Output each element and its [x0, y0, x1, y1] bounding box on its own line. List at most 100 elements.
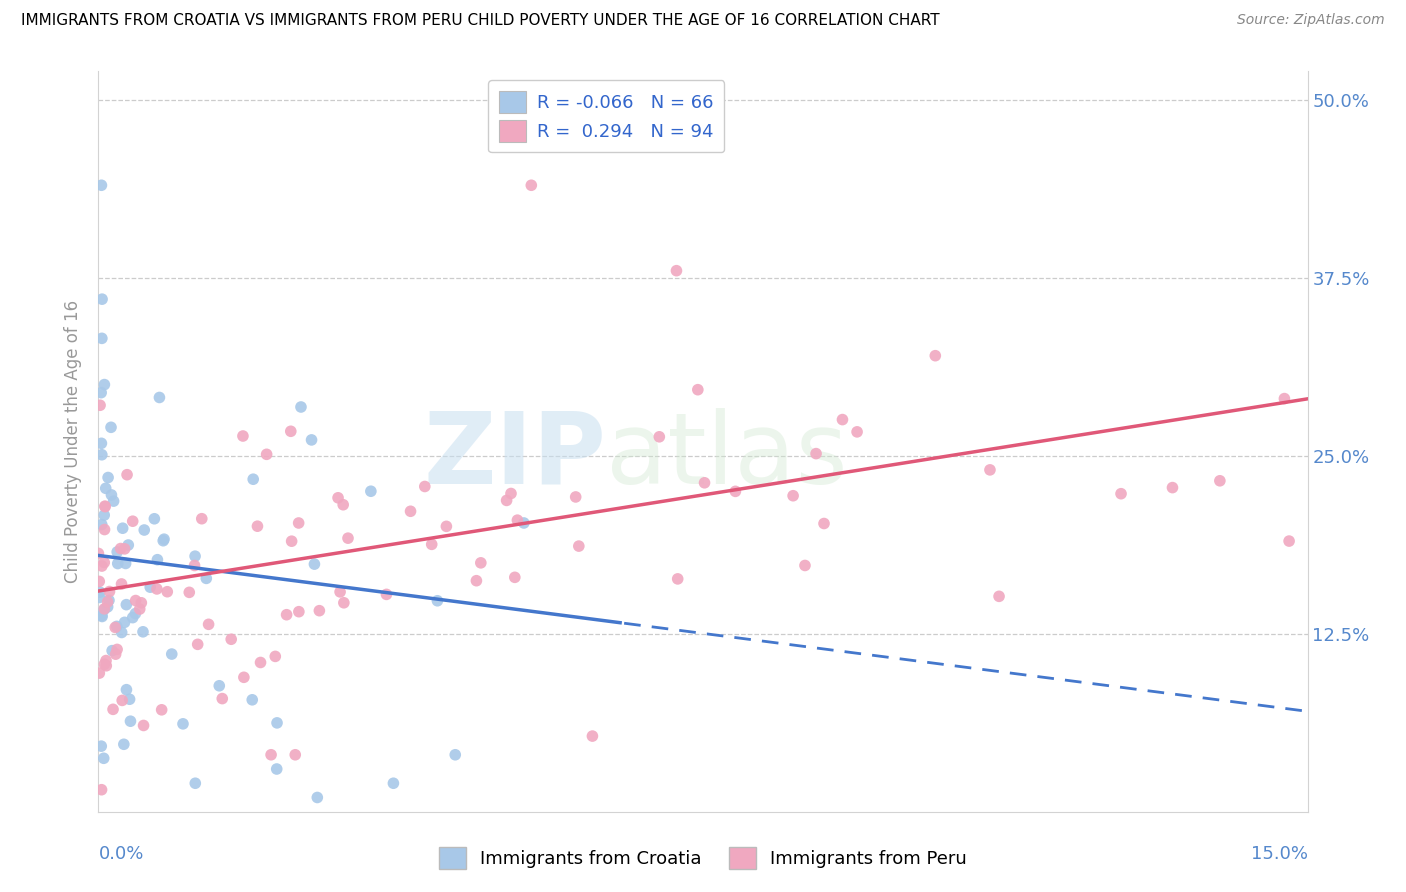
- Text: 0.0%: 0.0%: [98, 845, 143, 863]
- Point: [98, 593, 121, 607]
- Point: [104, 647, 127, 661]
- Point: [426, 594, 449, 608]
- Point: [375, 587, 398, 601]
- Point: [107, 557, 129, 571]
- Point: [148, 391, 170, 405]
- Text: atlas: atlas: [606, 408, 848, 505]
- Point: [90, 739, 112, 753]
- Point: [195, 571, 218, 585]
- Point: [110, 577, 132, 591]
- Point: [90, 782, 112, 797]
- Point: [465, 574, 488, 588]
- Point: [506, 513, 529, 527]
- Point: [114, 541, 136, 556]
- Point: [98, 584, 121, 599]
- Point: [232, 429, 254, 443]
- Point: [266, 715, 288, 730]
- Point: [804, 447, 827, 461]
- Point: [183, 558, 205, 573]
- Point: [91, 609, 114, 624]
- Point: [666, 572, 689, 586]
- Point: [121, 610, 143, 624]
- Point: [101, 643, 124, 657]
- Point: [101, 702, 124, 716]
- Point: [794, 558, 817, 573]
- Point: [284, 747, 307, 762]
- Point: [117, 538, 139, 552]
- Point: [1278, 534, 1301, 549]
- Point: [152, 533, 174, 548]
- Point: [568, 539, 591, 553]
- Point: [187, 637, 209, 651]
- Point: [124, 607, 146, 621]
- Point: [91, 292, 114, 306]
- Point: [114, 615, 136, 630]
- Point: [470, 556, 492, 570]
- Point: [132, 718, 155, 732]
- Point: [120, 714, 142, 729]
- Point: [93, 751, 115, 765]
- Point: [665, 263, 688, 277]
- Point: [831, 412, 853, 426]
- Point: [179, 585, 201, 599]
- Point: [100, 420, 122, 434]
- Point: [724, 484, 747, 499]
- Point: [143, 512, 166, 526]
- Point: [97, 595, 120, 609]
- Point: [813, 516, 835, 531]
- Point: [208, 679, 231, 693]
- Point: [146, 582, 169, 596]
- Point: [444, 747, 467, 762]
- Point: [211, 691, 233, 706]
- Point: [105, 545, 128, 559]
- Point: [520, 178, 543, 193]
- Point: [94, 654, 117, 668]
- Point: [382, 776, 405, 790]
- Point: [413, 479, 436, 493]
- Point: [266, 762, 288, 776]
- Point: [513, 516, 536, 530]
- Point: [249, 656, 271, 670]
- Point: [105, 619, 128, 633]
- Text: Source: ZipAtlas.com: Source: ZipAtlas.com: [1237, 13, 1385, 28]
- Point: [111, 625, 134, 640]
- Point: [87, 546, 110, 560]
- Point: [115, 682, 138, 697]
- Text: 15.0%: 15.0%: [1250, 845, 1308, 863]
- Point: [90, 448, 112, 462]
- Point: [1274, 392, 1296, 406]
- Point: [110, 541, 132, 556]
- Point: [686, 383, 709, 397]
- Point: [499, 486, 522, 500]
- Point: [139, 580, 162, 594]
- Point: [114, 557, 136, 571]
- Point: [160, 647, 183, 661]
- Point: [97, 599, 120, 614]
- Point: [693, 475, 716, 490]
- Point: [100, 488, 122, 502]
- Point: [288, 605, 311, 619]
- Point: [308, 604, 330, 618]
- Point: [105, 642, 128, 657]
- Text: IMMIGRANTS FROM CROATIA VS IMMIGRANTS FROM PERU CHILD POVERTY UNDER THE AGE OF 1: IMMIGRANTS FROM CROATIA VS IMMIGRANTS FR…: [21, 13, 939, 29]
- Point: [89, 574, 111, 589]
- Point: [93, 508, 115, 522]
- Point: [134, 523, 156, 537]
- Point: [1109, 486, 1132, 500]
- Point: [94, 499, 117, 513]
- Point: [301, 433, 323, 447]
- Point: [104, 620, 127, 634]
- Point: [434, 519, 457, 533]
- Point: [256, 447, 278, 461]
- Point: [115, 467, 138, 482]
- Point: [121, 514, 143, 528]
- Point: [89, 666, 111, 681]
- Point: [846, 425, 869, 439]
- Point: [111, 521, 134, 535]
- Point: [495, 493, 517, 508]
- Point: [290, 400, 312, 414]
- Point: [326, 491, 349, 505]
- Point: [89, 591, 111, 605]
- Point: [93, 657, 115, 672]
- Point: [197, 617, 219, 632]
